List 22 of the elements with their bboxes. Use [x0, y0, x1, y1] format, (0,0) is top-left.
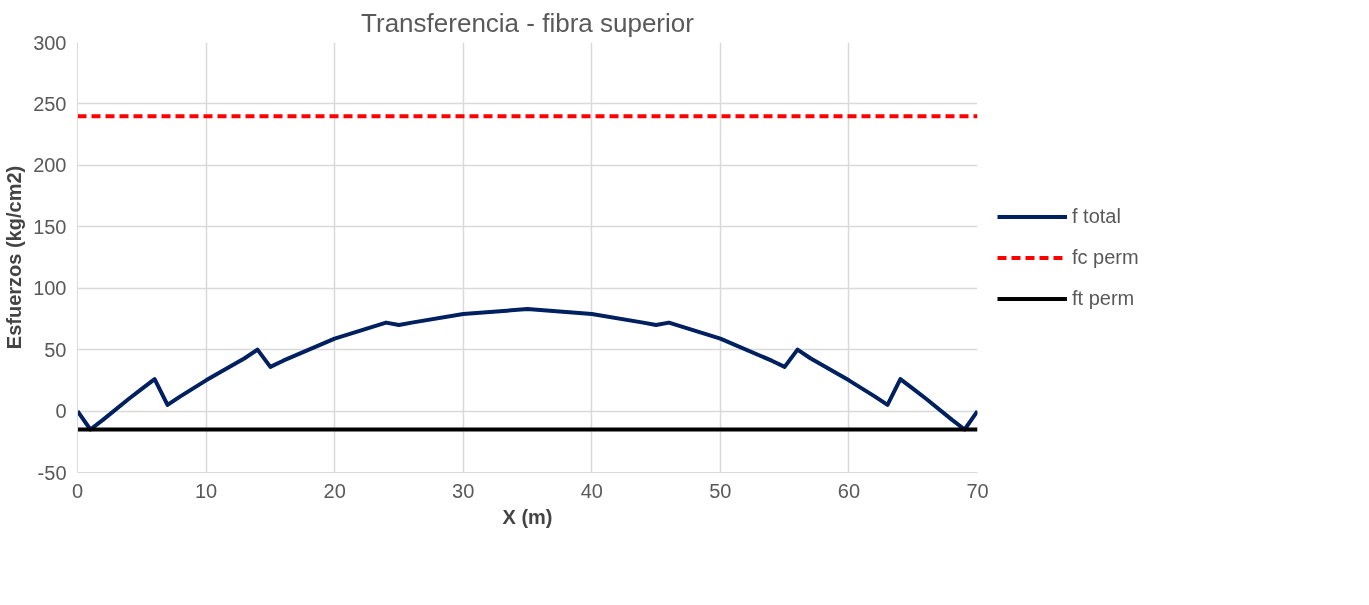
x-tick-label: 30	[452, 479, 475, 502]
x-tick-label: 20	[323, 479, 346, 502]
y-tick-label: 100	[33, 277, 67, 300]
x-axis-title: X (m)	[502, 505, 553, 528]
x-tick-label: 40	[580, 479, 603, 502]
x-tick-label: 0	[71, 479, 84, 502]
legend-label: ft perm	[1072, 286, 1135, 310]
y-tick-label: 300	[33, 31, 67, 54]
y-tick-label: 0	[55, 400, 67, 423]
y-tick-label: -50	[37, 461, 67, 484]
x-tick-label: 10	[194, 479, 218, 502]
y-tick-label: 50	[44, 338, 67, 361]
x-tick-label: 70	[966, 479, 989, 502]
legend-label: fc perm	[1072, 245, 1139, 269]
y-tick-label: 150	[33, 215, 67, 238]
x-tick-label: 60	[837, 479, 861, 502]
chart-title: Transferencia - fibra superior	[361, 7, 695, 38]
y-tick-label: 200	[33, 154, 67, 177]
y-tick-label: 250	[33, 92, 67, 115]
x-tick-label: 50	[709, 479, 732, 502]
legend-label: f total	[1072, 204, 1121, 228]
y-axis-title: Esfuerzos (kg/cm2)	[3, 165, 26, 350]
